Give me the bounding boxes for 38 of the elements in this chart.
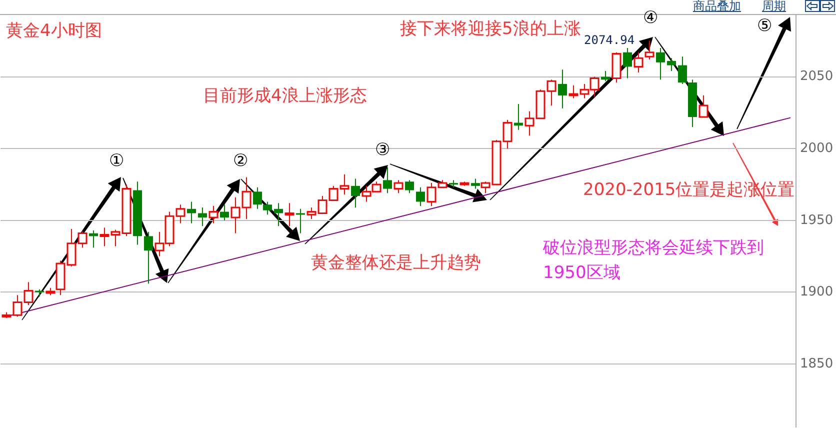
- annotation: 接下来将迎接5浪的上涨: [400, 19, 581, 40]
- candlestick: [187, 201, 196, 224]
- y-tick-label: 2000: [800, 140, 834, 156]
- candlestick: [623, 48, 632, 79]
- annotation: 黄金整体还是上升趋势: [311, 253, 481, 274]
- candlestick: [220, 204, 229, 221]
- annotation: 目前形成4浪上涨形态: [203, 86, 367, 107]
- annotation: ①: [109, 151, 124, 172]
- candlestick: [405, 180, 414, 194]
- chart-title: 黄金4小时图: [6, 20, 102, 42]
- y-tick-label: 1950: [800, 212, 834, 228]
- candlestick: [656, 48, 665, 80]
- candlestick: [144, 231, 153, 284]
- candlestick: [416, 186, 425, 207]
- candlestick: [471, 178, 480, 190]
- text: 商品叠加: [693, 0, 741, 14]
- candlestick: [198, 206, 207, 227]
- y-tick-label: 2050: [800, 69, 834, 84]
- candlestick: [514, 104, 523, 130]
- candlestick: [383, 166, 392, 194]
- candlestick: [253, 186, 262, 210]
- candlestick: [263, 201, 272, 216]
- annotation: 破位浪型形态将会延续下跌到: [543, 238, 764, 259]
- annotation: ③: [375, 140, 390, 161]
- candlestick: [667, 58, 676, 72]
- annotation: ④: [643, 8, 658, 29]
- candlestick: [274, 202, 283, 227]
- annotation: ②: [233, 151, 248, 172]
- candlestick: [351, 178, 360, 208]
- y-tick-label: 1900: [800, 284, 834, 300]
- y-tick-label: 1850: [800, 356, 834, 372]
- annotation: 2074.94: [584, 33, 635, 48]
- annotation: 1950区域: [543, 263, 620, 284]
- candlestick: [678, 56, 687, 84]
- candlestick: [296, 208, 305, 234]
- candlestick: [558, 69, 567, 109]
- annotation: ⑤: [757, 16, 772, 37]
- text: 周期: [762, 0, 786, 14]
